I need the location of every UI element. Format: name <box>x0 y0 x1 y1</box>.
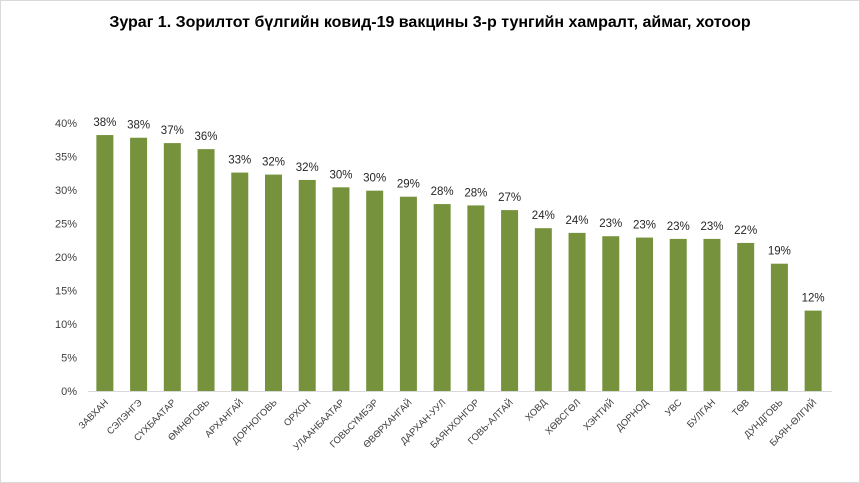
category-label: УВС <box>663 397 684 418</box>
category-label: ТӨВ <box>730 397 752 419</box>
bar <box>130 137 148 391</box>
y-tick-label: 5% <box>61 353 77 365</box>
data-labels-group: 38% 38% 37% 36% 33% 32% 32% 30% 30% 29% 28% 28% 27% 2… <box>93 117 824 305</box>
bar <box>298 179 316 391</box>
data-label: 38% <box>127 120 150 132</box>
category-label: ЗАВХАН <box>77 397 111 431</box>
data-label: 32% <box>262 157 285 169</box>
category-label: ДОРНОД <box>614 397 651 434</box>
data-label: 24% <box>532 210 555 222</box>
data-label: 33% <box>228 155 251 167</box>
bar <box>770 263 788 391</box>
data-label: 24% <box>566 215 589 227</box>
bar <box>568 232 586 391</box>
bar <box>636 237 653 391</box>
data-label: 30% <box>329 169 352 181</box>
y-tick-label: 10% <box>55 319 77 331</box>
data-label: 22% <box>734 225 757 237</box>
bar <box>433 204 451 391</box>
data-label: 27% <box>498 192 521 204</box>
y-axis: 0% 5% 10% 15% 20% 25% 30% 35% 40% <box>55 118 77 398</box>
bar <box>737 242 755 391</box>
data-label: 23% <box>700 221 723 233</box>
bar <box>265 174 282 391</box>
bar <box>703 238 721 391</box>
data-label: 28% <box>464 187 487 199</box>
y-tick-label: 20% <box>55 252 77 264</box>
data-label: 37% <box>161 125 184 137</box>
data-label: 32% <box>296 162 319 174</box>
bar <box>602 236 620 391</box>
bar <box>501 210 519 391</box>
x-axis: ЗАВХАНСЭЛЭНГЭСҮХБААТАРӨМНӨГОВЬАРХАНГАЙДО… <box>77 391 832 453</box>
category-label: ХЭНТИЙ <box>581 397 617 433</box>
category-label: ХӨВСГӨЛ <box>543 397 583 437</box>
data-label: 23% <box>633 220 656 232</box>
bar <box>332 187 350 391</box>
data-label: 36% <box>195 131 218 143</box>
y-tick-label: 15% <box>55 286 77 298</box>
bar <box>467 205 485 391</box>
category-label: ОРХОН <box>282 397 314 429</box>
bar <box>669 238 687 391</box>
y-tick-label: 35% <box>55 152 77 164</box>
data-label: 30% <box>363 173 386 185</box>
bar <box>197 149 215 391</box>
data-label: 29% <box>397 179 420 191</box>
bar <box>231 172 249 391</box>
data-label: 38% <box>93 117 116 129</box>
data-label: 23% <box>667 221 690 233</box>
bar <box>399 196 417 391</box>
bar <box>534 228 552 391</box>
y-tick-label: 25% <box>55 219 77 231</box>
data-label: 28% <box>431 186 454 198</box>
bar <box>163 143 181 391</box>
chart-title: Зураг 1. Зорилтот бүлгийн ковид-19 вакци… <box>109 14 751 31</box>
category-label: ХОВД <box>523 397 550 424</box>
bar <box>96 135 114 391</box>
category-label: БУЛГАН <box>685 397 718 430</box>
y-tick-label: 0% <box>61 386 77 398</box>
bar <box>366 190 384 391</box>
y-tick-label: 40% <box>55 118 77 130</box>
bar <box>804 310 822 391</box>
data-label: 19% <box>768 246 791 258</box>
y-tick-label: 30% <box>55 185 77 197</box>
bars-group <box>96 135 822 391</box>
data-label: 12% <box>802 293 825 305</box>
data-label: 23% <box>599 218 622 230</box>
